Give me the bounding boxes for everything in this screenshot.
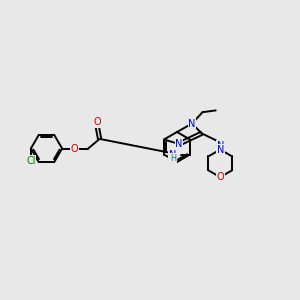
Text: N: N <box>217 141 224 151</box>
Text: Cl: Cl <box>26 156 36 166</box>
Text: O: O <box>93 117 101 128</box>
Text: N: N <box>188 118 196 129</box>
Text: H: H <box>170 154 176 163</box>
Text: N: N <box>169 149 176 160</box>
Text: O: O <box>71 143 79 154</box>
Text: N: N <box>175 139 183 149</box>
Text: N: N <box>217 145 224 154</box>
Text: O: O <box>216 172 224 182</box>
